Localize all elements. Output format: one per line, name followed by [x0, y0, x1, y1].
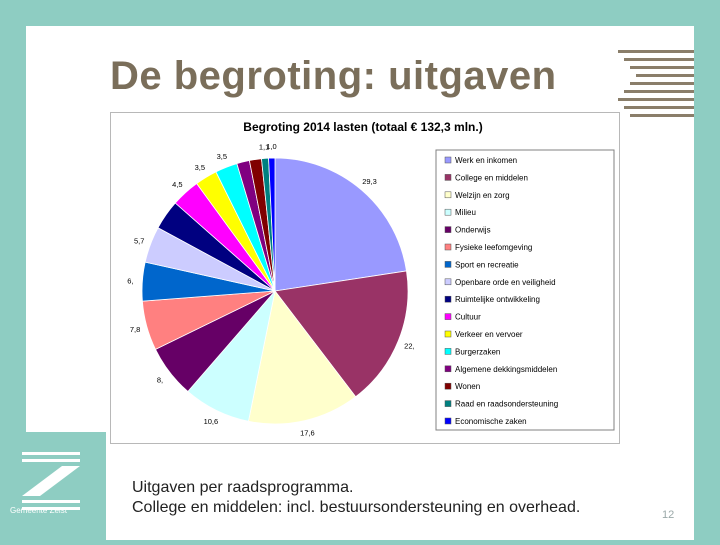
legend-label-12: Burgerzaken	[455, 347, 500, 356]
legend-label-3: Welzijn en zorg	[455, 191, 510, 200]
page-number: 12	[662, 509, 675, 521]
legend-swatch-10	[444, 313, 452, 320]
legend-label-10: Cultuur	[455, 313, 481, 322]
slide-title: De begroting: uitgaven	[110, 54, 557, 98]
legend-swatch-4	[444, 208, 452, 216]
legend-label-14: Wonen	[455, 382, 480, 391]
legend-swatch-15	[444, 400, 452, 407]
pie-value-label-5: 8,	[157, 375, 163, 384]
legend-label-2: College en middelen	[455, 173, 528, 182]
pie-slice-1	[274, 157, 407, 292]
legend-label-15: Raad en raadsondersteuning	[455, 400, 558, 409]
legend-swatch-1	[444, 156, 452, 164]
pie-value-label-12: 3,5	[217, 152, 227, 161]
legend-swatch-16	[444, 417, 452, 425]
pie-value-label-6: 7,8	[130, 325, 140, 334]
legend-label-6: Fysieke leefomgeving	[455, 243, 532, 252]
logo-panel	[0, 432, 106, 540]
legend-swatch-6	[444, 243, 452, 251]
pie-value-labels: 29,3 22, 17,6 10,6 8, 7,8 6, 5,7 4,5 3,5 3,5 1,11,0	[127, 142, 414, 437]
pie-value-label-7: 6,	[127, 277, 133, 286]
pie-slice-3	[247, 290, 357, 425]
legend-swatch-2	[444, 174, 452, 181]
pie-value-label-10: 4,5	[172, 180, 182, 189]
gemeente-zeist-logo-icon	[22, 452, 80, 510]
legend-label-1: Werk en inkomen	[455, 156, 517, 165]
pie-value-label-3: 17,6	[300, 428, 315, 437]
legend-label-11: Verkeer en vervoer	[455, 330, 523, 339]
pie-value-label-8: 5,7	[134, 236, 144, 245]
legend-label-9: Ruimtelijke ontwikkeling	[455, 295, 540, 304]
pie-slices	[141, 157, 409, 425]
pie-value-label-16: 1,0	[266, 142, 276, 151]
pie-value-label-11: 3,5	[195, 163, 205, 172]
legend-label-8: Openbare orde en veiligheid	[455, 278, 556, 287]
pie-value-label-2: 22,	[404, 341, 414, 350]
legend-box	[435, 149, 615, 431]
legend-swatch-7	[444, 261, 452, 268]
chart-legend: Werk en inkomen College en middelen Welzij…	[444, 156, 558, 426]
pie-slice-16	[268, 157, 276, 292]
pie-chart-frame: Begroting 2014 lasten (totaal € 132,3 ml…	[110, 112, 620, 444]
legend-swatch-3	[444, 191, 452, 199]
caption-line-1: Uitgaven per raadsprogramma.	[132, 479, 354, 496]
decorative-stripes	[618, 50, 694, 122]
chart-title: Begroting 2014 lasten (totaal € 132,3 ml…	[243, 120, 482, 134]
pie-value-label-4: 10,6	[204, 417, 219, 426]
caption-line-2: College en middelen: incl. bestuursonder…	[132, 499, 581, 516]
pie-value-label-1: 29,3	[362, 177, 377, 186]
legend-label-16: Economische zaken	[455, 417, 527, 426]
logo-text: Gemeente Zeist	[10, 506, 67, 515]
legend-label-13: Algemene dekkingsmiddelen	[455, 365, 557, 374]
legend-swatch-11	[444, 330, 452, 338]
slide-caption: Uitgaven per raadsprogramma. College en …	[132, 478, 580, 518]
pie-value-label-15: 1,1	[259, 142, 269, 151]
legend-swatch-12	[444, 348, 452, 355]
legend-swatch-5	[444, 226, 452, 233]
legend-swatch-9	[444, 295, 452, 303]
legend-swatch-14	[444, 382, 452, 390]
legend-label-7: Sport en recreatie	[455, 260, 519, 269]
pie-slice-2	[274, 270, 409, 398]
legend-swatch-8	[444, 278, 452, 286]
legend-swatch-13	[444, 365, 452, 373]
legend-label-4: Milieu	[455, 208, 476, 217]
pie-chart: Begroting 2014 lasten (totaal € 132,3 ml…	[127, 120, 615, 437]
legend-label-5: Onderwijs	[455, 226, 491, 235]
